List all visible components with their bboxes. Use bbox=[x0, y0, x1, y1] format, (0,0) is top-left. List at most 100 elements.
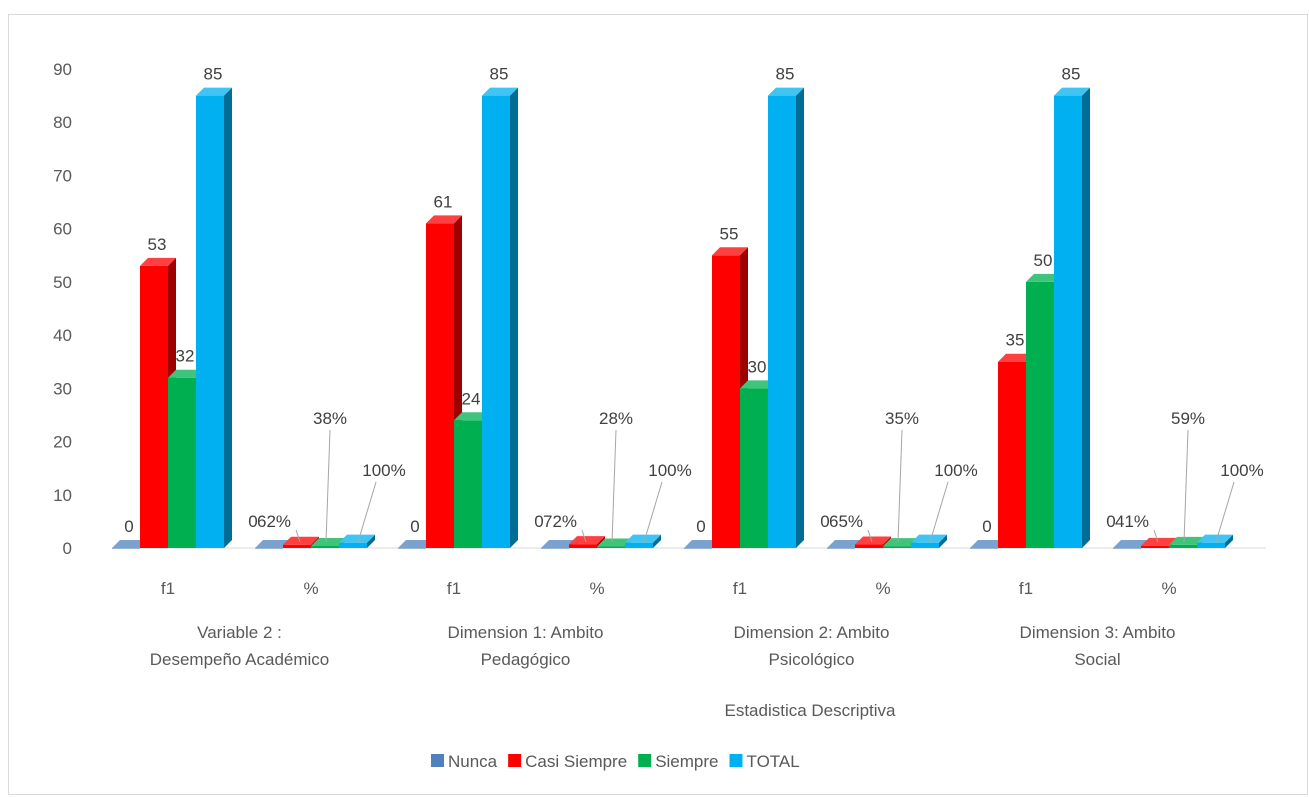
data-label: 100% bbox=[648, 461, 691, 480]
data-label: 53 bbox=[148, 235, 167, 254]
data-label: 35 bbox=[1006, 331, 1025, 350]
bar bbox=[283, 544, 311, 548]
bar bbox=[998, 361, 1026, 548]
bar-top bbox=[426, 215, 462, 224]
bar-top bbox=[1026, 273, 1062, 282]
data-label: 35% bbox=[885, 409, 919, 428]
y-tick-label: 10 bbox=[53, 486, 72, 505]
leader-line bbox=[867, 529, 873, 543]
legend-swatch bbox=[431, 754, 444, 767]
y-tick-label: 50 bbox=[53, 273, 72, 292]
bar bbox=[196, 95, 224, 548]
bar-top bbox=[883, 538, 919, 547]
legend-swatch bbox=[638, 754, 652, 767]
x-subcategory-label: % bbox=[1161, 579, 1176, 598]
x-group-label: Desempeño Académico bbox=[150, 650, 330, 669]
bar bbox=[740, 388, 768, 548]
bar-top bbox=[140, 257, 176, 266]
x-group-label: Dimension 2: Ambito bbox=[734, 623, 890, 642]
data-label: 0 bbox=[982, 517, 991, 536]
bar-top bbox=[112, 540, 148, 548]
bar-top bbox=[283, 536, 319, 545]
data-label: 55 bbox=[720, 224, 739, 243]
data-label: 32 bbox=[176, 347, 195, 366]
bar bbox=[911, 542, 939, 548]
data-label: 0 bbox=[534, 512, 543, 531]
x-group-label: Variable 2 : bbox=[197, 623, 282, 642]
bar-top bbox=[482, 87, 518, 96]
legend-label: Nunca bbox=[448, 752, 498, 771]
y-tick-label: 70 bbox=[53, 166, 72, 185]
data-label: 28% bbox=[599, 409, 633, 428]
x-group-label: Social bbox=[1074, 650, 1120, 669]
bar bbox=[883, 546, 911, 548]
leader-line bbox=[1183, 429, 1189, 543]
data-label: 72% bbox=[543, 512, 577, 531]
leader-line bbox=[643, 481, 663, 543]
bar-side bbox=[796, 87, 804, 548]
bar bbox=[112, 548, 140, 549]
bar bbox=[168, 377, 196, 548]
y-tick-label: 40 bbox=[53, 326, 72, 345]
bar-top bbox=[255, 540, 291, 548]
bar-top bbox=[196, 87, 232, 96]
bar bbox=[339, 542, 367, 548]
bar-top bbox=[311, 537, 347, 546]
data-label: 85 bbox=[204, 65, 223, 84]
data-label: 85 bbox=[776, 65, 795, 84]
x-subcategory-label: f1 bbox=[161, 579, 175, 598]
bar bbox=[712, 255, 740, 548]
bar-side bbox=[1082, 87, 1090, 548]
y-tick-label: 0 bbox=[63, 539, 72, 558]
bar bbox=[569, 544, 597, 548]
x-axis-title: Estadistica Descriptiva bbox=[724, 701, 896, 720]
bar-side bbox=[510, 87, 518, 548]
legend-label: Siempre bbox=[655, 752, 718, 771]
y-tick-label: 20 bbox=[53, 433, 72, 452]
x-group-label: Pedagógico bbox=[481, 650, 571, 669]
data-label: 0 bbox=[248, 512, 257, 531]
bar-top bbox=[1113, 540, 1149, 548]
data-label: 0 bbox=[410, 517, 419, 536]
leader-line bbox=[325, 429, 331, 543]
bar bbox=[454, 420, 482, 548]
leader-line bbox=[295, 529, 301, 543]
bar-side bbox=[653, 534, 661, 548]
x-subcategory-label: f1 bbox=[447, 579, 461, 598]
x-subcategory-label: % bbox=[589, 579, 604, 598]
leader-line bbox=[897, 429, 903, 543]
data-label: 59% bbox=[1171, 409, 1205, 428]
data-label: 85 bbox=[490, 65, 509, 84]
bar-top bbox=[454, 412, 490, 421]
bar-top bbox=[855, 536, 891, 545]
x-subcategory-label: f1 bbox=[1019, 579, 1033, 598]
legend-swatch bbox=[729, 754, 743, 767]
bar bbox=[855, 544, 883, 548]
bar-top bbox=[597, 538, 633, 547]
bar-top bbox=[1054, 87, 1090, 96]
data-label: 100% bbox=[362, 461, 405, 480]
data-label: 50 bbox=[1034, 251, 1053, 270]
x-group-label: Dimension 3: Ambito bbox=[1020, 623, 1176, 642]
x-group-label: Psicológico bbox=[769, 650, 855, 669]
bar bbox=[1026, 281, 1054, 548]
data-label: 100% bbox=[934, 461, 977, 480]
bar-top bbox=[569, 536, 605, 545]
bar-top bbox=[168, 369, 204, 378]
bar-top bbox=[970, 540, 1006, 548]
data-label: 100% bbox=[1220, 461, 1263, 480]
data-label: 24 bbox=[462, 389, 481, 408]
bar bbox=[140, 265, 168, 548]
legend-label: TOTAL bbox=[747, 752, 800, 771]
data-label: 0 bbox=[1106, 512, 1115, 531]
bar-top bbox=[998, 353, 1034, 362]
bar-top bbox=[827, 540, 863, 548]
y-tick-label: 80 bbox=[53, 113, 72, 132]
bar bbox=[1054, 95, 1082, 548]
legend-label: Casi Siempre bbox=[525, 752, 627, 771]
data-label: 65% bbox=[829, 512, 863, 531]
bar bbox=[768, 95, 796, 548]
x-group-label: Dimension 1: Ambito bbox=[448, 623, 604, 642]
bar bbox=[684, 548, 712, 549]
